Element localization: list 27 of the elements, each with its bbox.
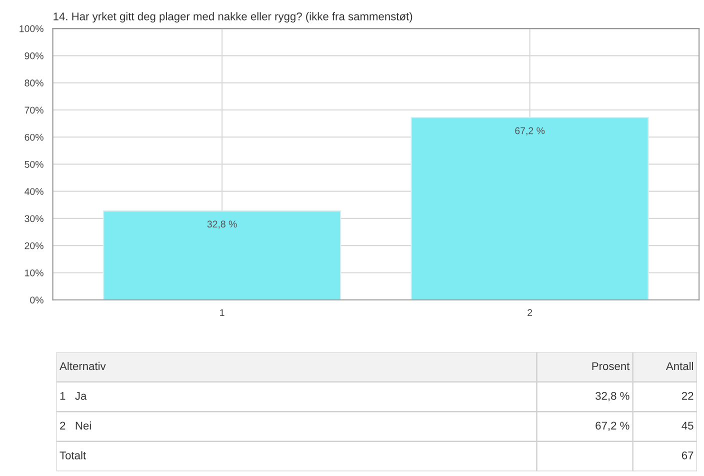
text: Totalt bbox=[60, 451, 86, 460]
y-tick-label: 80% bbox=[24, 80, 44, 86]
text: 45 bbox=[682, 422, 694, 430]
y-tick-label: 70% bbox=[24, 106, 44, 114]
y-tick-label: 60% bbox=[24, 134, 44, 141]
text: Antall bbox=[666, 362, 694, 370]
y-tick-label: 10% bbox=[25, 269, 44, 276]
data-label: 67,2 % bbox=[515, 127, 545, 136]
y-tick-label: 40% bbox=[24, 188, 44, 195]
x-tick-label: 1 bbox=[220, 309, 224, 316]
chart-title: 14. Har yrket gitt deg plager med nakke eller rygg? (ikke fra sammenstøt) bbox=[54, 12, 412, 23]
text: 67 bbox=[682, 451, 694, 460]
y-tick-label: 20% bbox=[24, 242, 44, 250]
text: 2 Nei bbox=[60, 421, 91, 430]
data-label: 32,8 % bbox=[207, 220, 237, 229]
y-tick-label: 100% bbox=[20, 25, 44, 32]
y-tick-label: 0% bbox=[30, 296, 44, 304]
text: 67,2 % bbox=[596, 422, 630, 431]
text: 32,8 % bbox=[596, 392, 630, 402]
y-tick-label: 30% bbox=[24, 215, 44, 222]
y-tick-label: 90% bbox=[24, 52, 44, 60]
y-tick-label: 50% bbox=[24, 160, 44, 168]
text: Prosent bbox=[592, 362, 630, 370]
text: 1 Ja bbox=[60, 392, 87, 400]
text: 22 bbox=[682, 392, 694, 400]
text: Alternativ bbox=[60, 362, 106, 370]
x-tick-label: 2 bbox=[528, 309, 532, 316]
